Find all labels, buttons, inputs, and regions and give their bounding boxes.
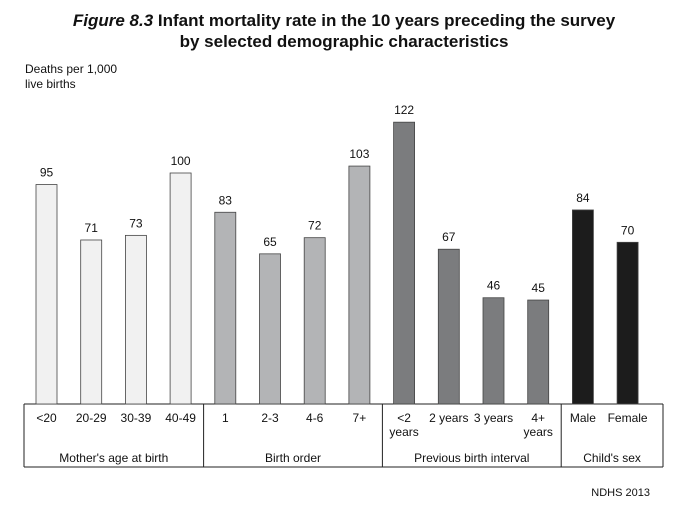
value-label-mother-s-age-at-birth-40-49: 100 (171, 154, 191, 168)
bar-mother-s-age-at-birth-20 (35, 184, 58, 405)
tick-label-previous-birth-interval-4-years: 4+ (531, 411, 545, 425)
value-label-child-s-sex-female: 70 (621, 223, 635, 237)
group-label-mother-s-age-at-birth: Mother's age at birth (59, 451, 168, 465)
tick-label-mother-s-age-at-birth-20-29: 20-29 (76, 411, 107, 425)
bar-mother-s-age-at-birth-20-29 (80, 239, 103, 405)
value-label-child-s-sex-male: 84 (576, 191, 590, 205)
tick-label-child-s-sex-male: Male (570, 411, 596, 425)
tick-label-birth-order-2-3: 2-3 (261, 411, 279, 425)
figure-label: Figure 8.3 (72, 11, 154, 30)
bar-mother-s-age-at-birth-30-39 (125, 234, 147, 405)
y-axis-label-line-1: Deaths per 1,000 (25, 62, 118, 76)
tick-label-birth-order-1: 1 (222, 411, 229, 425)
title-text-1: Infant mortality rate in the 10 years pr… (157, 11, 616, 30)
value-label-birth-order-1: 83 (219, 193, 233, 207)
tick-label-mother-s-age-at-birth-20: <20 (36, 411, 57, 425)
bar-birth-order-7 (348, 165, 371, 405)
chart-title: Figure 8.3 Infant mortality rate in the … (0, 10, 688, 52)
value-label-birth-order-4-6: 72 (308, 219, 322, 233)
tick-label-child-s-sex-female: Female (608, 411, 648, 425)
bar-previous-birth-interval-2-years (437, 248, 460, 405)
value-label-mother-s-age-at-birth-20: 95 (40, 166, 54, 180)
bar-birth-order-4-6 (303, 237, 326, 405)
bar-previous-birth-interval-3-years (482, 297, 505, 405)
tick-label-previous-birth-interval-4-years-line2: years (524, 425, 553, 439)
bar-previous-birth-interval-4-years (527, 299, 550, 405)
tick-label-birth-order-4-6: 4-6 (306, 411, 324, 425)
value-label-previous-birth-interval-2-years: 122 (394, 103, 414, 117)
title-line-1: Figure 8.3 Infant mortality rate in the … (0, 10, 688, 31)
bar-birth-order-1 (214, 211, 237, 405)
bar-previous-birth-interval-2-years (393, 121, 416, 405)
value-label-birth-order-2-3: 65 (263, 235, 277, 249)
value-label-mother-s-age-at-birth-30-39: 73 (129, 216, 143, 230)
tick-label-previous-birth-interval-2-years: <2 (397, 411, 411, 425)
tick-label-mother-s-age-at-birth-40-49: 40-49 (165, 411, 196, 425)
value-label-birth-order-7: 103 (349, 147, 369, 161)
y-axis-label: Deaths per 1,000 live births (25, 62, 117, 92)
group-label-previous-birth-interval: Previous birth interval (414, 451, 529, 465)
value-label-previous-birth-interval-4-years: 45 (532, 281, 546, 295)
group-label-child-s-sex: Child's sex (583, 451, 641, 465)
bar-mother-s-age-at-birth-40-49 (169, 172, 192, 405)
tick-label-previous-birth-interval-2-years-line2: years (389, 425, 418, 439)
value-label-mother-s-age-at-birth-20-29: 71 (85, 221, 99, 235)
group-label-birth-order: Birth order (265, 451, 321, 465)
value-label-previous-birth-interval-3-years: 46 (487, 279, 501, 293)
value-label-previous-birth-interval-2-years: 67 (442, 230, 456, 244)
tick-label-previous-birth-interval-3-years: 3 years (474, 411, 513, 425)
bar-birth-order-2-3 (259, 253, 281, 405)
tick-label-previous-birth-interval-2-years: 2 years (429, 411, 468, 425)
bar-child-s-sex-male (572, 209, 594, 405)
tick-label-birth-order-7: 7+ (353, 411, 367, 425)
tick-label-mother-s-age-at-birth-30-39: 30-39 (121, 411, 152, 425)
bar-child-s-sex-female (616, 241, 639, 405)
source-note: NDHS 2013 (591, 487, 650, 499)
y-axis-label-line-2: live births (25, 77, 76, 91)
title-line-2: by selected demographic characteristics (179, 32, 509, 51)
